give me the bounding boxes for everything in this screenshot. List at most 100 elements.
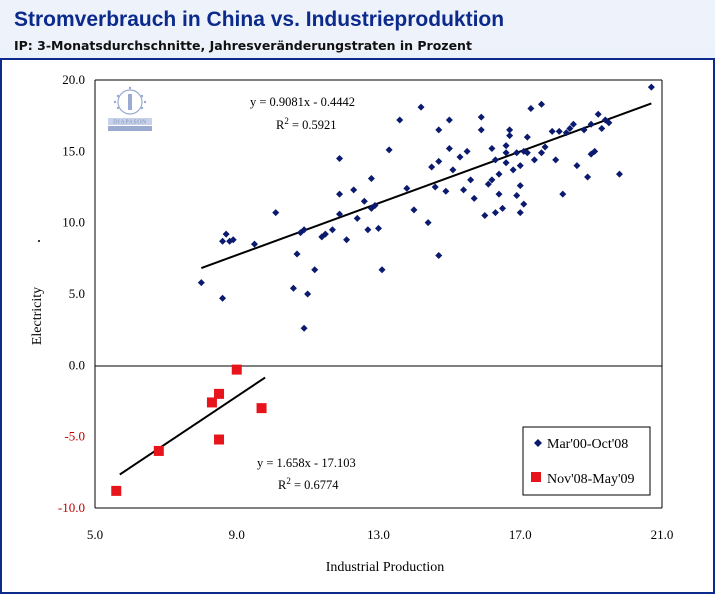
data-point bbox=[328, 226, 336, 234]
data-point bbox=[396, 116, 404, 124]
data-point bbox=[222, 230, 230, 238]
data-point bbox=[538, 100, 546, 108]
data-point bbox=[231, 364, 242, 375]
data-point bbox=[343, 236, 351, 244]
data-point bbox=[580, 126, 588, 134]
data-point bbox=[214, 434, 225, 445]
data-point bbox=[375, 224, 382, 232]
data-point bbox=[615, 170, 623, 178]
data-point bbox=[548, 127, 556, 135]
data-point bbox=[495, 190, 503, 198]
data-point bbox=[300, 226, 308, 234]
data-point bbox=[516, 209, 524, 217]
data-point bbox=[364, 226, 372, 234]
data-point bbox=[336, 210, 344, 218]
data-point bbox=[219, 294, 227, 302]
data-point bbox=[272, 209, 280, 217]
data-point bbox=[378, 266, 386, 274]
data-point bbox=[502, 149, 510, 157]
x-tick-label: 13.0 bbox=[367, 527, 390, 542]
data-point bbox=[573, 162, 581, 170]
data-point bbox=[229, 236, 237, 244]
legend-box bbox=[522, 426, 651, 496]
data-point bbox=[417, 103, 425, 111]
data-point bbox=[460, 186, 468, 194]
data-point bbox=[435, 126, 443, 134]
data-point bbox=[435, 251, 443, 259]
logo-text: DIAPASON bbox=[113, 120, 147, 126]
data-point bbox=[495, 170, 503, 178]
page-subtitle: IP: 3-Monatsdurchschnitte, Jahresverände… bbox=[14, 38, 472, 53]
data-point bbox=[206, 397, 217, 408]
data-point bbox=[336, 154, 344, 162]
data-point bbox=[509, 166, 517, 174]
data-point bbox=[197, 279, 205, 287]
data-point bbox=[516, 182, 524, 190]
data-point bbox=[371, 202, 379, 210]
data-point bbox=[442, 187, 450, 195]
y-tick-label: 5.0 bbox=[69, 286, 85, 301]
data-point bbox=[527, 105, 535, 113]
data-point bbox=[499, 204, 507, 212]
page-title: Stromverbrauch in China vs. Industriepro… bbox=[14, 8, 505, 31]
data-point bbox=[477, 113, 485, 121]
data-point bbox=[605, 119, 613, 127]
data-point bbox=[385, 146, 393, 154]
data-point bbox=[311, 266, 319, 274]
data-point bbox=[360, 197, 368, 205]
data-point bbox=[449, 166, 457, 174]
data-point bbox=[435, 157, 443, 165]
data-point bbox=[353, 214, 361, 222]
data-point bbox=[520, 200, 528, 208]
data-point bbox=[502, 159, 510, 167]
data-point bbox=[562, 129, 570, 137]
data-point bbox=[530, 156, 538, 164]
y-axis-label: Electricity bbox=[30, 287, 45, 345]
data-point bbox=[321, 230, 329, 238]
data-point bbox=[584, 173, 592, 181]
series-2-points bbox=[111, 364, 267, 496]
data-point bbox=[552, 156, 560, 164]
r2-series-2: R2 = 0.6774 bbox=[278, 476, 339, 492]
data-point bbox=[569, 120, 577, 128]
legend-marker-series-2 bbox=[531, 472, 541, 482]
data-point bbox=[153, 445, 164, 456]
data-point bbox=[587, 120, 595, 128]
data-point bbox=[250, 240, 258, 248]
data-point bbox=[513, 149, 521, 157]
data-point bbox=[410, 206, 418, 214]
data-point bbox=[555, 127, 563, 135]
series-1-points bbox=[197, 83, 655, 332]
data-point bbox=[477, 126, 485, 134]
x-tick-label: 9.0 bbox=[229, 527, 245, 542]
data-point bbox=[506, 126, 514, 134]
trendline-series-2 bbox=[119, 376, 266, 476]
data-point bbox=[598, 125, 606, 133]
equation-series-2: y = 1.658x - 17.103 bbox=[257, 456, 356, 470]
data-point bbox=[256, 403, 267, 414]
data-point bbox=[428, 163, 436, 171]
x-tick-label: 17.0 bbox=[509, 527, 532, 542]
data-point bbox=[445, 144, 453, 152]
data-point bbox=[293, 250, 301, 258]
data-point bbox=[491, 209, 499, 217]
r2-series-1: R2 = 0.5921 bbox=[276, 116, 337, 132]
trendline-series-1 bbox=[200, 102, 652, 269]
data-point bbox=[502, 142, 510, 150]
legend-label-series-1: Mar'00-Oct'08 bbox=[547, 437, 628, 452]
data-point bbox=[488, 144, 496, 152]
stray-dot bbox=[38, 240, 40, 242]
data-point bbox=[523, 133, 531, 141]
chart-border bbox=[0, 58, 715, 594]
y-tick-label: -10.0 bbox=[58, 500, 85, 515]
y-tick-label: 10.0 bbox=[62, 215, 85, 230]
data-point bbox=[431, 183, 439, 191]
data-point bbox=[647, 83, 655, 91]
legend: Mar'00-Oct'08 Nov'08-May'09 bbox=[522, 426, 651, 496]
y-tick-label: 0.0 bbox=[69, 357, 85, 372]
data-point bbox=[289, 284, 297, 292]
legend-label-series-2: Nov'08-May'09 bbox=[547, 472, 634, 487]
chart-background bbox=[0, 58, 715, 594]
data-point bbox=[523, 149, 531, 157]
